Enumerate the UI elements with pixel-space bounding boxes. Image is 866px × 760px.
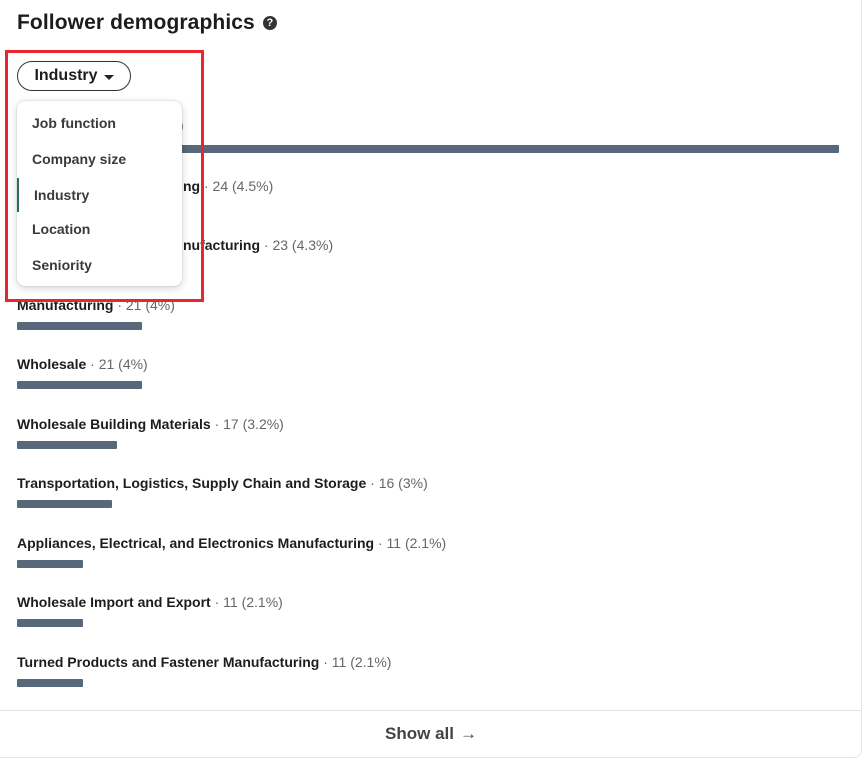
show-all-label: Show all	[385, 724, 454, 743]
arrow-right-icon: →	[459, 724, 477, 743]
row-name: Wholesale Building Materials	[17, 415, 211, 432]
footer-divider	[0, 710, 862, 711]
dropdown-item-company-size[interactable]: Company size	[32, 151, 127, 167]
header: Follower demographics ?	[17, 11, 277, 35]
row-stats: · 11 (2.1%)	[319, 653, 392, 670]
row-stats: · 24 (4.5%)	[200, 178, 274, 194]
share-bar	[17, 559, 83, 568]
caret-down-icon	[103, 74, 114, 80]
row-stats: · 11 (2.1%)	[210, 594, 283, 610]
row-name: Appliances, Electrical, and Electronics …	[17, 534, 375, 551]
share-bar	[17, 619, 83, 627]
row-name: Wholesale	[17, 356, 87, 372]
row-stats: · 17 (3.2%)	[210, 415, 284, 432]
show-all-button[interactable]: Show all →	[0, 711, 862, 757]
row-stats: · 23 (4.3%)	[260, 237, 334, 253]
list-item: Wholesale Building Materials · 17 (3.2%)	[17, 415, 847, 449]
dropdown-item-seniority[interactable]: Seniority	[32, 257, 92, 273]
row-stats: · 16 (3%)	[366, 475, 428, 491]
filter-label: Industry	[34, 67, 98, 84]
list-item: Appliances, Electrical, and Electronics …	[17, 534, 847, 568]
row-name: Transportation, Logistics, Supply Chain …	[17, 475, 367, 491]
dropdown-item-industry[interactable]: Industry	[17, 178, 182, 212]
highlight-box	[5, 50, 204, 302]
list-item: Wholesale · 21 (4%)	[17, 356, 847, 389]
row-name: Wholesale Import and Export	[17, 594, 211, 610]
list-item: Wholesale Import and Export · 11 (2.1%)	[17, 594, 847, 627]
list-item: Turned Products and Fastener Manufacturi…	[17, 653, 847, 687]
page-title: Follower demographics	[17, 11, 255, 34]
share-bar	[17, 381, 142, 389]
help-icon[interactable]: ?	[262, 16, 277, 30]
dropdown-item-location[interactable]: Location	[32, 221, 91, 237]
share-bar	[17, 500, 112, 508]
list-item: ng · 24 (4.5%)	[183, 178, 483, 196]
row-name-partial: ng	[183, 178, 201, 194]
share-bar	[17, 322, 142, 330]
list-item: Transportation, Logistics, Supply Chain …	[17, 475, 847, 508]
row-stats: · 21 (4%)	[86, 356, 148, 372]
row-stats: · 11 (2.1%)	[374, 534, 447, 551]
dropdown-item-job-function[interactable]: Job function	[32, 115, 116, 131]
share-bar-top	[17, 145, 839, 153]
filter-dropdown-menu: Job function Company size Industry Locat…	[17, 101, 182, 286]
industry-filter-dropdown[interactable]: Industry	[17, 61, 131, 91]
row-name: Turned Products and Fastener Manufacturi…	[17, 653, 320, 670]
share-bar	[17, 440, 117, 449]
list-item: nufacturing · 23 (4.3%)	[183, 237, 583, 255]
share-bar	[17, 678, 83, 687]
